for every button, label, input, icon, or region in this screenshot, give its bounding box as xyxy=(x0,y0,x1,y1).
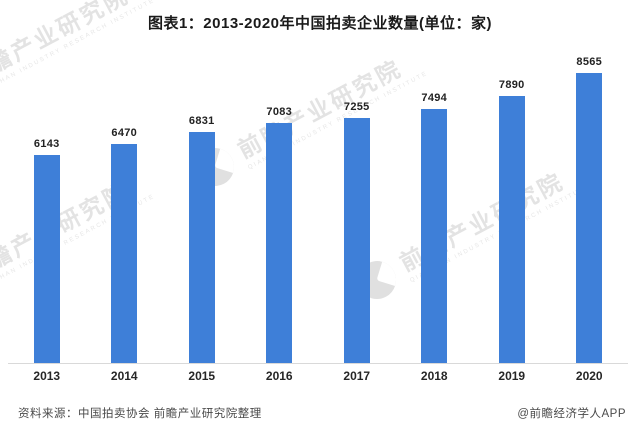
bar-2015 xyxy=(188,132,215,363)
bar-column: 7083 xyxy=(241,45,319,363)
x-axis-label: 2020 xyxy=(575,369,603,383)
bar-2019 xyxy=(498,96,525,363)
bar-2014 xyxy=(111,144,138,363)
bar-column: 7255 xyxy=(318,45,396,363)
bar-value-label: 7890 xyxy=(498,79,525,91)
bar-value-label: 7494 xyxy=(421,92,448,104)
bar-column: 8565 xyxy=(551,45,629,363)
bar-value-label: 6143 xyxy=(33,138,60,150)
bar-2016 xyxy=(266,123,293,363)
source-note: 资料来源：中国拍卖协会 前瞻产业研究院整理 xyxy=(18,408,262,420)
bar-2013 xyxy=(33,155,60,363)
bar-column: 6143 xyxy=(8,45,86,363)
bar-value-label: 7255 xyxy=(343,101,370,113)
plot-area: 6143 6470 6831 7083 7255 7494 7890 8565 xyxy=(8,45,628,364)
bar-column: 7890 xyxy=(473,45,551,363)
x-axis-label: 2019 xyxy=(498,369,526,383)
bar-2018 xyxy=(421,109,448,363)
bar-2020 xyxy=(576,73,603,363)
bar-column: 7494 xyxy=(396,45,474,363)
x-axis-label: 2016 xyxy=(265,369,293,383)
x-axis-label: 2017 xyxy=(343,369,371,383)
x-axis-label: 2014 xyxy=(110,369,138,383)
x-axis-label: 2013 xyxy=(33,369,61,383)
bar-column: 6831 xyxy=(163,45,241,363)
bar-value-label: 6470 xyxy=(111,127,138,139)
x-axis-labels: 2013 2014 2015 2016 2017 2018 2019 2020 xyxy=(8,369,628,383)
x-axis-label: 2018 xyxy=(420,369,448,383)
bar-column: 6470 xyxy=(86,45,164,363)
bar-value-label: 7083 xyxy=(266,106,293,118)
credit-note: @前瞻经济学人APP xyxy=(517,408,626,420)
bar-value-label: 8565 xyxy=(576,56,603,68)
bar-value-label: 6831 xyxy=(188,115,215,127)
x-axis-label: 2015 xyxy=(188,369,216,383)
chart-title: 图表1：2013-2020年中国拍卖企业数量(单位：家) xyxy=(147,15,493,32)
bar-2017 xyxy=(343,118,370,363)
